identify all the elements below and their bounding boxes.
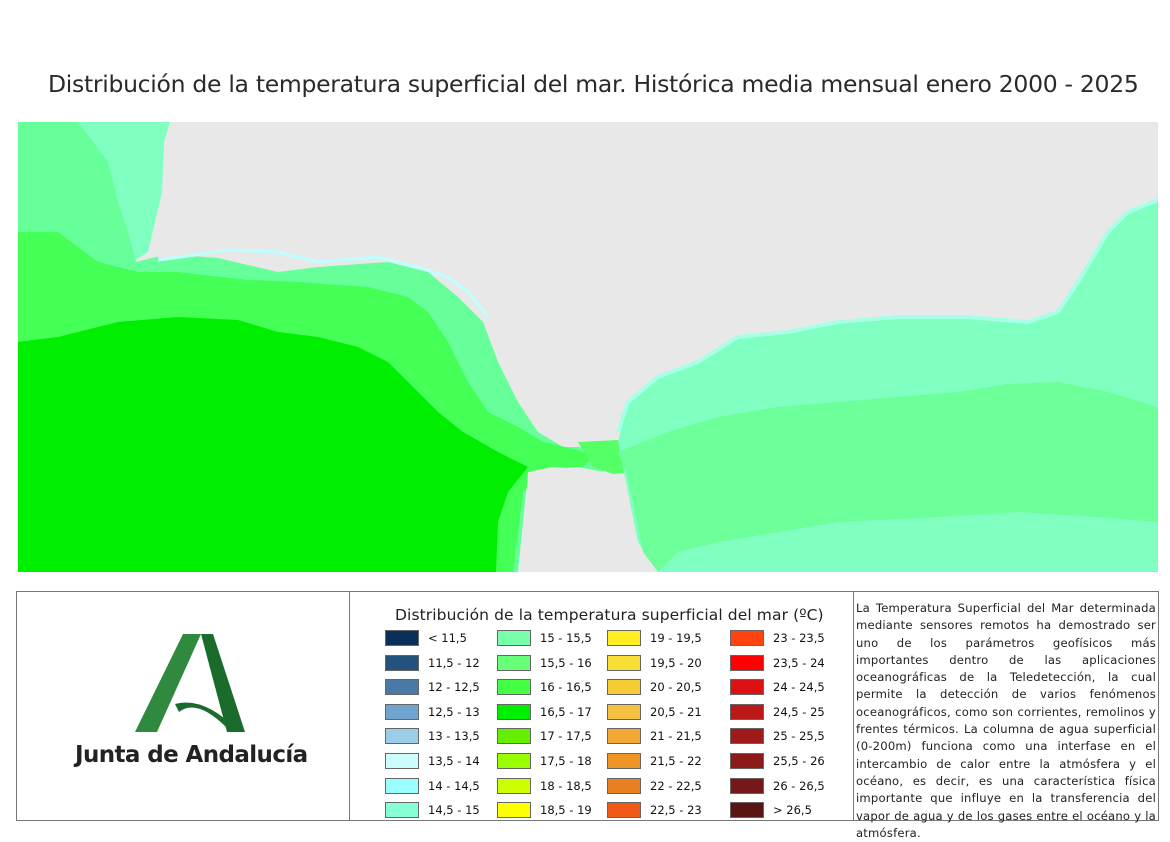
legend-swatch <box>730 679 764 696</box>
legend-label: 21,5 - 22 <box>650 753 702 768</box>
africa-land <box>523 467 658 572</box>
description-box: La Temperatura Superficial del Mar deter… <box>854 592 1158 840</box>
legend-swatch <box>607 777 641 794</box>
legend-label: 17,5 - 18 <box>540 753 592 768</box>
legend-swatch <box>730 703 764 720</box>
legend-label: 25 - 25,5 <box>773 729 825 744</box>
map-title: Distribución de la temperatura superfici… <box>48 70 1139 98</box>
junta-andalucia-logo-icon <box>135 634 245 732</box>
legend-swatch <box>607 703 641 720</box>
legend-swatch <box>497 777 531 794</box>
coastal-band-east <box>616 198 1158 433</box>
legend-panel: Junta de Andalucía Distribución de la te… <box>16 591 1159 840</box>
legend-swatch <box>730 654 764 671</box>
legend-label: 24,5 - 25 <box>773 704 825 719</box>
legend-swatch <box>497 752 531 769</box>
legend-label: 11,5 - 12 <box>428 655 480 670</box>
legend-label: 17 - 17,5 <box>540 729 592 744</box>
legend-swatch <box>497 728 531 745</box>
legend-label: 23 - 23,5 <box>773 631 825 645</box>
legend-label: 12 - 12,5 <box>428 680 480 695</box>
legend-label: 18,5 - 19 <box>540 803 592 818</box>
legend-label: 14,5 - 15 <box>428 803 480 818</box>
legend-label: 19 - 19,5 <box>650 631 702 645</box>
legend-label: 26 - 26,5 <box>773 778 825 793</box>
legend-label: 20 - 20,5 <box>650 680 702 695</box>
legend-swatch <box>385 654 419 671</box>
legend-swatch <box>730 802 764 819</box>
legend-swatch <box>497 679 531 696</box>
legend-swatch <box>730 630 764 646</box>
legend-swatch <box>607 728 641 745</box>
legend-label: 23,5 - 24 <box>773 655 825 670</box>
legend-label: 15,5 - 16 <box>540 655 592 670</box>
legend-swatch <box>385 752 419 769</box>
legend-swatch <box>497 654 531 671</box>
legend-swatch <box>607 679 641 696</box>
logo-text: Junta de Andalucía <box>75 742 308 768</box>
legend-label: 22,5 - 23 <box>650 803 702 818</box>
coastal-band-north <box>157 248 490 318</box>
iberia-land <box>158 122 1158 442</box>
legend-swatch <box>385 777 419 794</box>
atlantic-warmest-band <box>18 317 528 572</box>
legend-swatch <box>497 802 531 819</box>
legend-swatch <box>607 802 641 819</box>
legend-label: 25,5 - 26 <box>773 753 825 768</box>
legend-swatch <box>730 777 764 794</box>
legend-label: 22 - 22,5 <box>650 778 702 793</box>
legend-swatch <box>497 703 531 720</box>
legend: Distribución de la temperatura superfici… <box>350 592 854 820</box>
legend-label: 20,5 - 21 <box>650 704 702 719</box>
legend-label: > 26,5 <box>773 803 812 818</box>
legend-label: < 11,5 <box>428 631 467 645</box>
mediterranean-warm-band <box>618 382 1158 572</box>
sea-temperature-map <box>18 122 1158 572</box>
legend-swatch <box>607 752 641 769</box>
legend-label: 16,5 - 17 <box>540 704 592 719</box>
legend-label: 24 - 24,5 <box>773 680 825 695</box>
legend-label: 13 - 13,5 <box>428 729 480 744</box>
legend-swatch <box>385 802 419 819</box>
legend-label: 14 - 14,5 <box>428 778 480 793</box>
logo-box: Junta de Andalucía <box>17 592 350 820</box>
legend-label: 21 - 21,5 <box>650 729 702 744</box>
legend-label: 15 - 15,5 <box>540 631 592 645</box>
legend-swatch <box>730 728 764 745</box>
map-canvas <box>18 122 1158 572</box>
description-text: La Temperatura Superficial del Mar deter… <box>856 601 1156 840</box>
legend-swatch <box>385 630 419 646</box>
legend-swatch <box>607 654 641 671</box>
legend-label: 13,5 - 14 <box>428 753 480 768</box>
legend-label: 19,5 - 20 <box>650 655 702 670</box>
legend-swatch <box>730 752 764 769</box>
legend-label: 12,5 - 13 <box>428 704 480 719</box>
legend-title: Distribución de la temperatura superfici… <box>395 606 824 624</box>
legend-label: 16 - 16,5 <box>540 680 592 695</box>
legend-label: 18 - 18,5 <box>540 778 592 793</box>
legend-swatch <box>385 728 419 745</box>
legend-swatch <box>385 703 419 720</box>
legend-swatch <box>607 630 641 646</box>
legend-swatch <box>385 679 419 696</box>
legend-swatch <box>497 630 531 646</box>
